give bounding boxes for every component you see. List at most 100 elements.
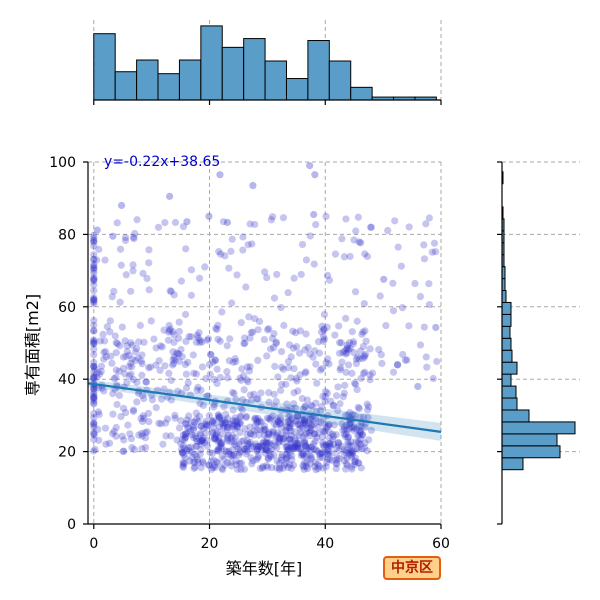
scatter-point [169,356,177,364]
scatter-point [274,417,282,426]
scatter-point [90,394,98,402]
scatter-point [231,414,239,422]
scatter-point [240,339,248,348]
scatter-point [265,398,273,406]
scatter-point [196,399,204,408]
scatter-point-outlier [306,162,314,170]
scatter-point [289,344,298,352]
scatter-point [348,369,356,377]
scatter-point [218,442,226,450]
scatter-point [315,349,324,357]
scatter-point [90,372,98,380]
scatter-point [90,274,98,282]
scatter-point [307,421,316,429]
scatter-point [359,328,367,336]
scatter-point [301,346,309,354]
scatter-point [268,463,276,472]
scatter-point [90,296,98,304]
scatter-point [274,429,282,437]
scatter-point [189,422,197,430]
scatter-point [293,377,301,385]
scatter-point [101,256,109,264]
scatter-point [162,432,170,440]
scatter-point [267,414,275,422]
regression-line [87,382,442,433]
scatter-point [273,432,281,440]
scatter-point [127,359,135,367]
scatter-point [256,464,264,473]
scatter-point [342,314,350,323]
scatter-point [106,317,114,325]
scatter-point [302,256,311,264]
scatter-point [263,414,271,422]
scatter-point [340,423,348,431]
scatter-point [287,443,295,451]
scatter-point [140,414,148,422]
scatter-point [208,449,217,457]
scatter-point [236,459,244,467]
scatter-point [100,337,109,345]
scatter-point [169,348,177,356]
scatter-point [297,270,305,279]
scatter-point [324,446,332,454]
scatter-point [249,457,257,465]
scatter-point [95,245,103,253]
scatter-point [192,415,201,423]
scatter-point [301,417,309,425]
top-hist-bar [307,40,330,101]
scatter-point [179,458,187,466]
scatter-point [284,445,293,454]
scatter-point [233,465,242,473]
scatter-point [141,434,150,442]
scatter-point [193,437,201,445]
scatter-point [291,434,299,442]
scatter-point [358,431,366,439]
scatter-point [137,357,145,365]
regression-layer [87,379,442,441]
scatter-point [296,327,304,335]
scatter-point [242,413,250,422]
scatter-point [90,275,98,284]
scatter-point [354,445,362,453]
scatter-point [361,350,370,358]
scatter-point [307,426,316,434]
scatter-point [310,260,318,268]
scatter-point [358,430,367,439]
scatter-point [156,342,165,350]
scatter-point [211,463,219,472]
scatter-point [138,432,146,440]
x-tick-label: 60 [432,536,450,552]
y-tick-label: 100 [49,155,76,171]
scatter-point [255,431,263,439]
scatter-point [127,370,135,378]
scatter-point [313,379,321,387]
scatter-point [90,419,98,427]
scatter-point [294,420,302,428]
scatter-point [325,440,333,448]
scatter-point [175,327,183,336]
scatter-point [123,347,131,356]
scatter-point [291,440,299,448]
scatter-point [367,223,375,231]
scatter-point [290,274,298,282]
scatter-point [319,392,327,401]
scatter-point [319,438,327,447]
scatter-point [210,401,218,409]
scatter-point [355,459,363,467]
scatter-point [196,437,204,446]
scatter-point [350,424,358,432]
top-hist-bar [114,71,138,101]
scatter-point [350,460,359,469]
scatter-point [330,421,338,429]
scatter-point [90,316,98,325]
scatter-point [355,431,363,439]
scatter-point [142,378,150,386]
scatter-point [282,454,290,462]
scatter-point [236,428,244,437]
scatter-point [348,465,356,473]
scatter-point [316,453,324,462]
scatter-point [240,465,249,473]
scatter-point [311,462,319,471]
scatter-point [352,227,360,235]
scatter-point [90,394,98,403]
